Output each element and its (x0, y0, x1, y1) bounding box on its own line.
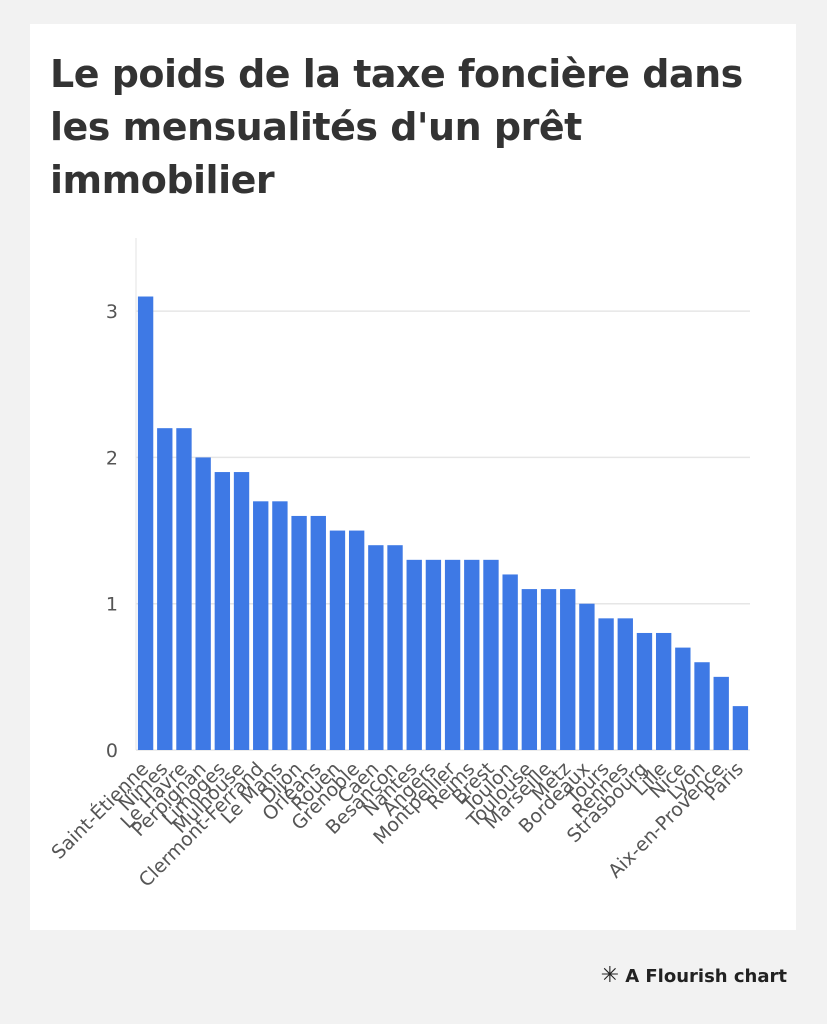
bar[interactable] (675, 647, 691, 750)
bar[interactable] (636, 632, 653, 750)
bar[interactable] (579, 603, 595, 750)
y-tick-labels: 0 1 2 3 (106, 301, 118, 762)
bar[interactable] (713, 676, 729, 750)
bar[interactable] (272, 501, 288, 750)
chart-title: Le poids de la taxe foncière dans les me… (50, 52, 743, 202)
asterisk-icon: ✳ (600, 963, 620, 988)
credit-text: A Flourish chart (625, 965, 787, 987)
bar[interactable] (502, 574, 518, 750)
bar[interactable] (310, 515, 326, 750)
bar[interactable] (233, 472, 250, 750)
bar[interactable] (598, 618, 614, 750)
bar[interactable] (560, 589, 576, 750)
bar[interactable] (387, 545, 403, 750)
bar[interactable] (483, 559, 499, 750)
bar[interactable] (176, 428, 192, 750)
bar[interactable] (368, 545, 384, 750)
y-tick-label: 3 (106, 301, 118, 323)
bar[interactable] (406, 559, 422, 750)
bar[interactable] (329, 530, 346, 750)
bar[interactable] (195, 457, 211, 750)
bar[interactable] (444, 559, 461, 750)
bars (137, 296, 749, 750)
bar[interactable] (137, 296, 154, 750)
flourish-credit[interactable]: ✳ A Flourish chart (601, 965, 787, 987)
bar[interactable] (425, 559, 442, 750)
bar[interactable] (694, 662, 710, 750)
bar[interactable] (655, 632, 672, 750)
y-tick-label: 2 (106, 447, 118, 469)
bar[interactable] (732, 706, 749, 750)
bar[interactable] (348, 530, 365, 750)
y-tick-label: 1 (106, 594, 118, 616)
bar[interactable] (464, 559, 480, 750)
bar[interactable] (617, 618, 633, 750)
bar[interactable] (253, 501, 269, 750)
bar[interactable] (540, 589, 557, 750)
bar[interactable] (291, 515, 307, 750)
y-tick-label: 0 (106, 740, 118, 762)
bar[interactable] (521, 589, 538, 750)
bar[interactable] (157, 428, 173, 750)
bar[interactable] (214, 472, 231, 750)
